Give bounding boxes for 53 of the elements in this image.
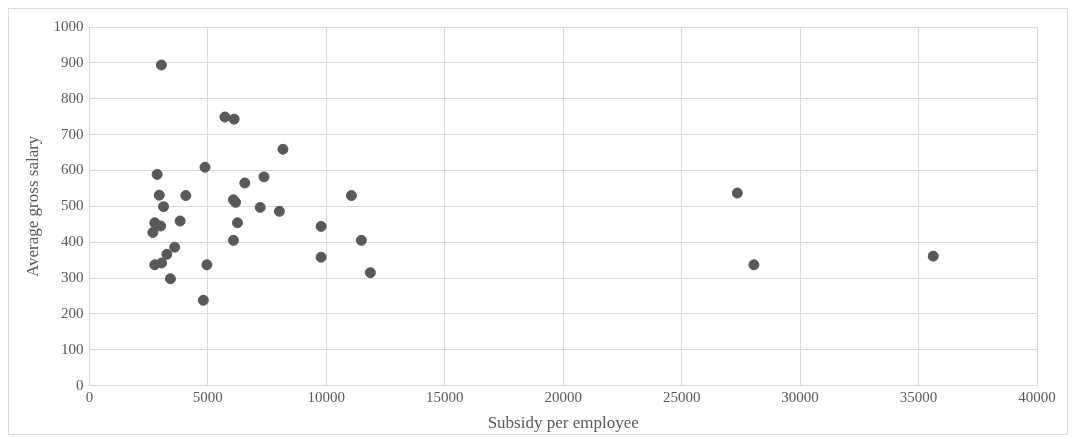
- point: [315, 251, 327, 263]
- x-tick-label: 40000: [1018, 388, 1056, 405]
- point: [156, 257, 168, 269]
- x-tick-label: 20000: [544, 388, 582, 405]
- point: [231, 217, 243, 229]
- point: [158, 201, 170, 213]
- point: [273, 205, 285, 217]
- x-tick-label: 35000: [899, 388, 938, 405]
- point: [180, 190, 192, 202]
- x-tick-label: 15000: [426, 388, 464, 405]
- point: [355, 234, 367, 246]
- point: [239, 177, 251, 189]
- point: [258, 171, 270, 183]
- point: [199, 161, 211, 173]
- point: [155, 59, 167, 71]
- point: [151, 168, 163, 180]
- point: [227, 234, 239, 246]
- point: [345, 190, 357, 202]
- point: [219, 111, 231, 123]
- x-tick-label: 30000: [781, 388, 819, 405]
- x-tick-label: 10000: [307, 388, 346, 405]
- point: [155, 220, 167, 232]
- point: [315, 220, 327, 232]
- point: [197, 294, 209, 306]
- y-tick-label: 500: [60, 197, 84, 214]
- point: [731, 187, 743, 199]
- y-tick-label: 300: [60, 268, 84, 285]
- point: [174, 215, 186, 227]
- point: [254, 201, 266, 213]
- y-tick-label: 200: [60, 304, 84, 321]
- point: [927, 250, 939, 262]
- point: [164, 273, 176, 285]
- point: [147, 226, 159, 238]
- x-tick-label: 5000: [192, 388, 223, 405]
- y-tick-label: 0: [75, 376, 84, 393]
- point: [169, 241, 181, 253]
- x-tick-label: 25000: [662, 388, 701, 405]
- point: [201, 259, 213, 271]
- point: [364, 267, 376, 279]
- point: [161, 248, 173, 260]
- point: [748, 259, 760, 271]
- y-tick-label: 700: [60, 125, 84, 142]
- point: [228, 113, 240, 125]
- y-tick-label: 1000: [53, 17, 84, 34]
- y-tick-label: 400: [60, 233, 84, 250]
- x-axis-title: Subsidy per employee: [487, 413, 639, 433]
- y-axis-title: Average gross salary: [22, 135, 42, 277]
- y-tick-label: 800: [60, 89, 84, 106]
- point: [153, 189, 165, 201]
- y-tick-label: 100: [60, 340, 84, 357]
- y-tick-label: 900: [60, 53, 84, 70]
- y-tick-label: 600: [60, 161, 84, 178]
- point: [277, 143, 289, 155]
